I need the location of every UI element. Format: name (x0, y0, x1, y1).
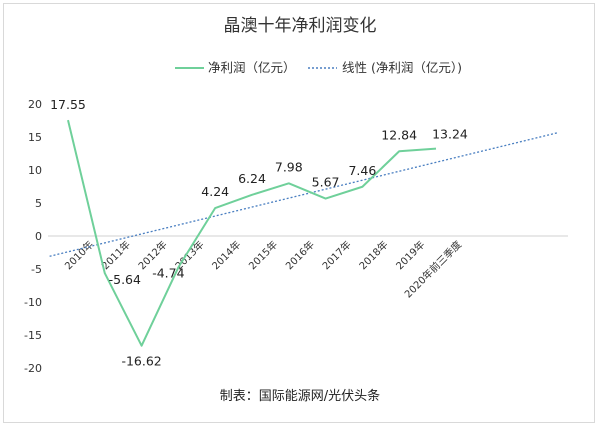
y-tick-label: 5 (35, 197, 42, 210)
y-tick-label: -10 (24, 296, 42, 309)
x-tick-label: 2018年 (356, 238, 390, 272)
line-chart: 晶澳十年净利润变化 净利润（亿元） 线性 (净利润（亿元）) 20 15 10 5 0 -… (24, 16, 568, 404)
source-note: 制表：国际能源网/光伏头条 (220, 388, 380, 404)
data-label: 17.55 (50, 97, 86, 112)
data-label: 12.84 (381, 127, 417, 142)
x-tick-label: 2015年 (246, 238, 280, 272)
legend-label-trendline: 线性 (净利润（亿元）) (342, 60, 462, 75)
y-tick-label: 15 (28, 131, 42, 144)
data-label: 7.46 (348, 163, 376, 178)
x-tick-label: 2016年 (283, 238, 317, 272)
y-tick-label: 20 (28, 98, 42, 111)
y-tick-label: -15 (24, 329, 42, 342)
y-tick-label: 10 (28, 164, 42, 177)
data-label: 7.98 (275, 159, 303, 174)
x-axis: 2010年 2011年 2012年 2013年 2014年 2015年 2016年 2017年… (48, 235, 568, 300)
y-tick-label: 0 (35, 230, 42, 243)
x-tick-label: 2014年 (209, 238, 243, 272)
x-tick-label: 2019年 (393, 238, 427, 272)
series-line (67, 119, 437, 347)
data-label: -5.64 (109, 272, 141, 287)
y-axis: 20 15 10 5 0 -5 -10 -15 -20 (24, 98, 42, 375)
chart-frame: 晶澳十年净利润变化 净利润（亿元） 线性 (净利润（亿元）) 20 15 10 5 0 -… (3, 3, 595, 423)
x-tick-label: 2010年 (62, 238, 96, 272)
data-labels: 17.55 -5.64 -16.62 -4.74 4.24 6.24 7.98 5.67 7.4… (50, 97, 468, 369)
data-label: -16.62 (121, 354, 161, 369)
data-label: 5.67 (312, 175, 340, 190)
series-layer (67, 119, 437, 347)
chart-title: 晶澳十年净利润变化 (224, 16, 377, 36)
legend-label-series: 净利润（亿元） (208, 60, 296, 75)
y-tick-label: -5 (31, 263, 42, 276)
data-label: 4.24 (201, 184, 229, 199)
data-label: 6.24 (238, 171, 266, 186)
data-label: 13.24 (432, 127, 468, 142)
trendline (49, 132, 559, 257)
x-tick-label: 2017年 (319, 238, 353, 272)
y-tick-label: -20 (24, 362, 42, 375)
data-label: -4.74 (152, 265, 184, 280)
legend: 净利润（亿元） 线性 (净利润（亿元）) (175, 60, 462, 75)
trendline-layer (49, 132, 559, 257)
